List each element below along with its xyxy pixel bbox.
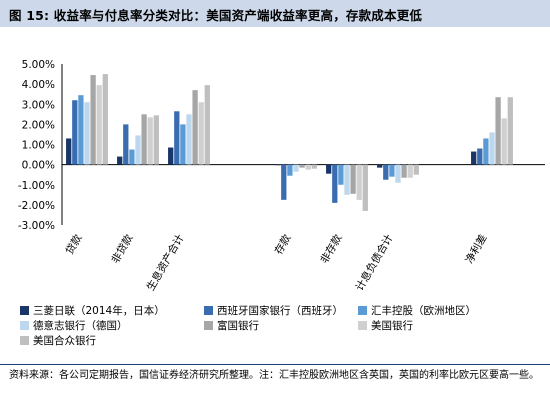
legend-item: 西班牙国家银行（西班牙） xyxy=(204,303,343,318)
bar xyxy=(204,85,210,165)
legend-item: 美国银行 xyxy=(358,318,413,333)
bar xyxy=(495,97,501,165)
legend-item: 德意志银行（德国） xyxy=(20,318,128,333)
bar xyxy=(141,114,147,165)
bar xyxy=(153,115,159,165)
bar xyxy=(383,164,389,180)
x-tick-label: 净利差 xyxy=(463,232,490,266)
bar xyxy=(287,164,293,176)
legend-label: 三菱日联（2014年，日本） xyxy=(33,305,165,317)
bar xyxy=(66,138,72,165)
legend-label: 汇丰控股（欧洲地区） xyxy=(371,305,476,317)
bar xyxy=(483,138,489,165)
bar xyxy=(477,148,483,165)
bar xyxy=(192,90,198,165)
legend-label: 德意志银行（德国） xyxy=(33,320,128,332)
legend-label: 富国银行 xyxy=(217,320,259,332)
bar xyxy=(389,164,395,177)
legend-swatch xyxy=(358,306,367,315)
bar xyxy=(332,164,338,203)
bar xyxy=(407,164,413,178)
bar xyxy=(174,111,180,165)
y-tick-label: 0.00% xyxy=(22,160,55,172)
y-tick-label: -3.00% xyxy=(18,220,55,232)
legend-swatch xyxy=(20,336,29,345)
bar xyxy=(311,164,317,169)
bar xyxy=(362,164,368,211)
bar xyxy=(344,164,350,195)
title-bar: 图 15: 收益率与付息率分类对比：美国资产端收益率更高，存款成本更低 xyxy=(0,0,550,27)
legend-swatch xyxy=(358,321,367,330)
bar xyxy=(305,164,311,170)
legend-swatch xyxy=(20,306,29,315)
legend-swatch xyxy=(20,321,29,330)
y-tick-label: 4.00% xyxy=(22,79,55,91)
bar xyxy=(72,100,78,165)
legend-swatch xyxy=(204,321,213,330)
bar xyxy=(198,102,204,165)
bar xyxy=(377,164,383,168)
legend-item: 三菱日联（2014年，日本） xyxy=(20,303,165,318)
x-tick-label: 贷款 xyxy=(63,232,85,257)
y-tick-label: 1.00% xyxy=(22,140,55,152)
x-tick-label: 存款 xyxy=(272,232,294,257)
bar xyxy=(96,85,102,165)
legend-item: 美国合众银行 xyxy=(20,333,96,348)
y-tick-label: -1.00% xyxy=(18,180,55,192)
bar xyxy=(168,147,174,165)
bar xyxy=(395,164,401,183)
legend-item: 汇丰控股（欧洲地区） xyxy=(358,303,476,318)
bar xyxy=(401,164,407,178)
legend-swatch xyxy=(204,306,213,315)
legend-item: 富国银行 xyxy=(204,318,259,333)
legend-label: 美国合众银行 xyxy=(33,335,96,347)
bar xyxy=(275,164,281,166)
bar xyxy=(102,74,108,165)
bar xyxy=(135,135,141,165)
bar xyxy=(413,164,419,175)
bar xyxy=(123,124,129,165)
y-tick-label: -2.00% xyxy=(18,200,55,212)
bar xyxy=(180,124,186,165)
legend-label: 美国银行 xyxy=(371,320,413,332)
bar xyxy=(90,75,96,165)
x-tick-label: 生息资产合计 xyxy=(144,232,187,293)
bar xyxy=(84,102,90,165)
x-tick-label: 非存款 xyxy=(318,232,345,266)
y-tick-label: 5.00% xyxy=(22,59,55,71)
x-tick-label: 非贷款 xyxy=(109,232,136,266)
bar xyxy=(117,156,123,165)
bar xyxy=(147,117,153,165)
y-tick-label: 2.00% xyxy=(22,119,55,131)
bar xyxy=(507,97,513,165)
bar xyxy=(186,114,192,165)
x-tick-label: 计息负债合计 xyxy=(353,232,396,293)
bar xyxy=(489,132,495,165)
bar xyxy=(501,118,507,165)
bar xyxy=(326,164,332,174)
bar xyxy=(471,151,477,165)
legend-label: 西班牙国家银行（西班牙） xyxy=(217,305,343,317)
bar xyxy=(356,164,362,200)
bar xyxy=(299,164,305,168)
bar xyxy=(293,164,299,172)
bar xyxy=(338,164,344,185)
divider xyxy=(0,364,550,365)
bar xyxy=(281,164,287,200)
bar xyxy=(129,149,135,165)
figure-title: 图 15: 收益率与付息率分类对比：美国资产端收益率更高，存款成本更低 xyxy=(9,8,423,23)
bar xyxy=(78,95,84,165)
y-tick-label: 3.00% xyxy=(22,99,55,111)
bar xyxy=(350,164,356,194)
chart: -3.00% -2.00% -1.00% 0.00% 1.00% 2.00% 3.00% 4.… xyxy=(18,59,545,293)
source-note: 资料来源：各公司定期报告，国信证券经济研究所整理。注：汇丰控股欧洲地区含英国，英… xyxy=(9,370,539,381)
